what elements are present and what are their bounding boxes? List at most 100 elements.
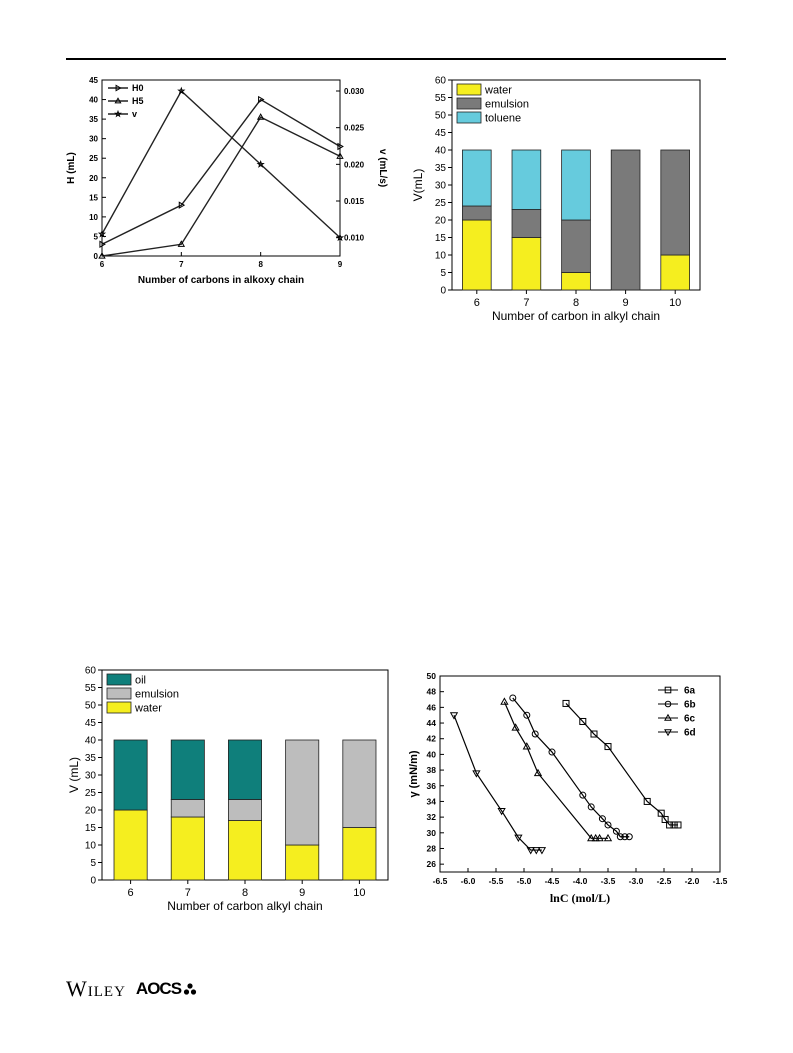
x-tick-label: 6 [474, 297, 480, 309]
y-axis-label: V (mL) [67, 757, 81, 793]
chart-oil-emulsion-svg: 0 5 10 15 20 25 30 35 40 45 50 55 60 6 7 8 9 10 Number of … [67, 666, 389, 913]
y-tick-label: 0 [94, 252, 99, 261]
data-point-6c [511, 723, 520, 731]
data-point-v [177, 86, 186, 95]
x-tick-label: -1.5 [713, 876, 728, 886]
y-tick-label: 50 [435, 111, 447, 122]
bar-segment-emulsion [170, 799, 205, 818]
y-tick-label: 40 [89, 96, 98, 105]
bar-segment-emulsion [660, 149, 690, 256]
y2-tick-label: 0.025 [344, 124, 365, 133]
y-tick-label: 25 [85, 788, 97, 799]
data-point-6b [612, 827, 620, 835]
legend-swatch-toluene [456, 111, 482, 124]
bar-segment-oil [228, 739, 262, 800]
y-tick-label: 50 [427, 671, 437, 681]
data-point-v [97, 229, 107, 238]
wiley-logo: Wiley [66, 976, 126, 1001]
data-point-H0 [258, 95, 265, 104]
x-axis-label: Number of carbons in alkoxy chain [138, 275, 304, 286]
x-tick-label: 6 [100, 260, 105, 269]
legend-marker-6b [664, 700, 672, 708]
legend-label-H5: H5 [132, 96, 144, 106]
y-tick-label: 5 [440, 268, 446, 279]
y-tick-label: 15 [85, 823, 97, 834]
data-point-v [256, 159, 265, 168]
series-line-6d [453, 714, 542, 851]
y2-tick-label: 0.010 [344, 234, 365, 243]
data-point-6a [562, 699, 570, 707]
legend-label-toluene: toluene [485, 113, 521, 125]
y-tick-label: 10 [85, 841, 97, 852]
bar-segment-oil [170, 739, 205, 800]
x-tick-label: -5.0 [517, 876, 532, 886]
series-line-H0 [101, 98, 341, 245]
data-point-6c [603, 833, 613, 842]
data-point-6a [604, 743, 612, 751]
y-tick-label: 32 [427, 812, 437, 822]
legend-marker-6d [664, 729, 672, 737]
x-tick-label: -6.5 [433, 876, 448, 886]
data-point-6d [526, 847, 535, 855]
y-tick-label: 15 [435, 233, 447, 244]
data-point-6c [587, 833, 596, 842]
legend-marker-H0 [115, 84, 122, 92]
legend-marker-6a [664, 686, 672, 694]
data-point-6d [532, 847, 541, 855]
series-line-H5 [101, 116, 341, 257]
y-tick-label: 30 [427, 828, 437, 838]
y-tick-label: 44 [427, 718, 437, 728]
y-tick-label: 38 [427, 765, 437, 775]
y-tick-label: 45 [89, 76, 98, 85]
legend-swatch-emulsion [106, 687, 132, 700]
y-tick-label: 55 [435, 93, 447, 104]
bar-segment-water [462, 219, 492, 291]
data-point-6a [670, 821, 678, 829]
x-axis-label: Number of carbon in alkyl chain [492, 309, 660, 323]
y-tick-label: 50 [85, 701, 97, 712]
bar-segment-water [113, 809, 148, 881]
legend-marker-v [114, 109, 122, 118]
data-point-6d [472, 770, 481, 778]
x-tick-label: 10 [669, 297, 681, 309]
y-tick-label: 45 [85, 718, 97, 729]
bar-segment-water [660, 254, 690, 291]
bar-segment-water [228, 820, 262, 881]
x-tick-label: -5.5 [489, 876, 504, 886]
header-rule [66, 58, 726, 60]
bar-segment-toluene [561, 149, 591, 221]
y2-tick-label: 0.015 [344, 197, 365, 206]
y-tick-label: 46 [427, 702, 437, 712]
chart-foam-height: 0 5 10 15 20 25 30 35 40 45 0.010 0.015 0.020 0.025 0.… [62, 68, 392, 294]
plot-frame [439, 675, 721, 873]
x-tick-label: 10 [353, 887, 365, 899]
bar-segment-water [285, 844, 320, 881]
series-line-6c [503, 701, 608, 839]
bar-segment-toluene [462, 149, 492, 207]
y-axis-label: V(mL) [411, 169, 425, 202]
data-point-6c [595, 833, 604, 842]
y-axis-label: H (mL) [66, 152, 77, 184]
legend-label-water: water [134, 703, 162, 715]
legend-label-6a: 6a [684, 686, 696, 697]
y-tick-label: 40 [427, 749, 437, 759]
data-point-6d [514, 834, 523, 842]
data-point-H5 [177, 240, 186, 247]
legend-label-emulsion: emulsion [485, 99, 529, 111]
y-axis-label: γ (mN/m) [408, 750, 420, 797]
legend-marker-6c [664, 713, 672, 721]
data-point-6d [449, 712, 459, 720]
y-tick-label: 0 [440, 286, 446, 297]
legend-label-6d: 6d [684, 728, 696, 739]
y-tick-label: 35 [89, 115, 98, 124]
y-tick-label: 25 [435, 198, 447, 209]
data-point-6a [657, 809, 665, 817]
data-point-6a [643, 797, 651, 805]
data-point-6c [522, 742, 531, 750]
y-tick-label: 25 [89, 154, 98, 163]
y-tick-label: 34 [427, 796, 437, 806]
y-tick-label: 20 [89, 174, 98, 183]
data-point-6b [616, 833, 624, 841]
chart-surface-tension: 26 28 30 32 34 36 38 40 42 44 46 48 50 -6.5 -6.0 -5.5 -5… [406, 660, 734, 928]
y-tick-label: 10 [89, 213, 98, 222]
